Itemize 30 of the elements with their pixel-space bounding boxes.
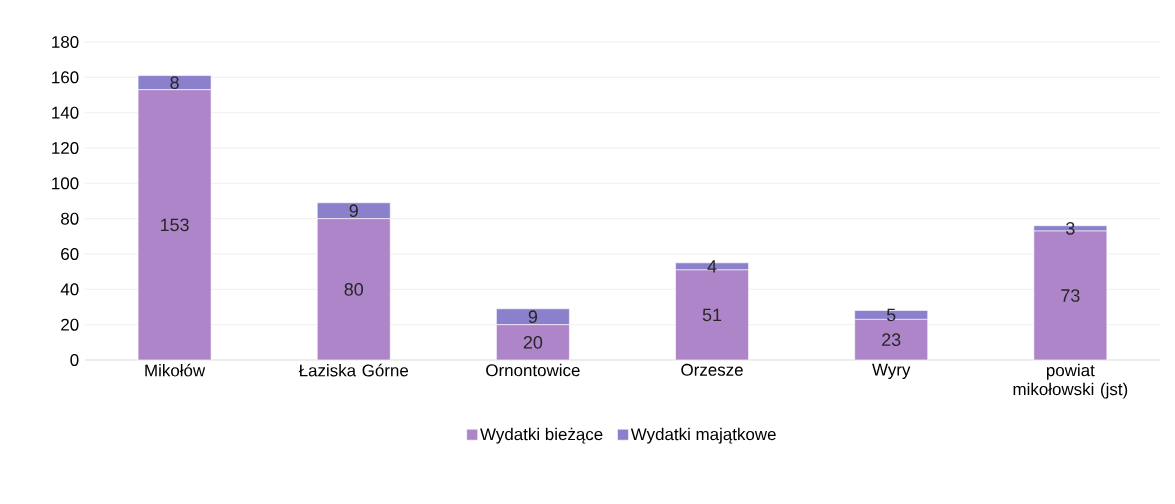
data-label: 5 — [886, 308, 896, 322]
x-tick-label: Orzesze — [681, 363, 743, 376]
data-label: 80 — [344, 282, 364, 296]
data-label: 4 — [707, 260, 717, 273]
data-label: 73 — [1061, 289, 1080, 302]
y-tick-label: 100 — [52, 177, 79, 190]
y-tick-label: 180 — [52, 36, 79, 48]
data-label: 153 — [160, 218, 189, 232]
legend-label: Wydatki majątkowe — [630, 427, 776, 444]
x-tick-label: Łaziska Górne — [298, 363, 409, 377]
data-label: 9 — [528, 310, 538, 324]
y-tick-label: 0 — [70, 354, 79, 366]
x-tick-label: powiat mikołowski (jst) — [1013, 363, 1128, 399]
data-label: 8 — [170, 76, 179, 89]
x-tick-label: Wyry — [872, 363, 911, 380]
y-tick-label: 160 — [52, 71, 79, 84]
y-tick-label: 120 — [52, 142, 79, 154]
x-tick-label: Ornontowice — [486, 363, 580, 377]
data-label: 51 — [702, 308, 722, 322]
y-tick-label: 140 — [52, 106, 79, 119]
y-tick-label: 60 — [61, 248, 79, 260]
data-label: 9 — [349, 204, 358, 218]
y-tick-label: 80 — [61, 212, 79, 225]
legend-label: Wydatki bieżące — [480, 427, 603, 444]
y-tick-label: 20 — [61, 318, 79, 331]
x-tick-label: Mikołów — [145, 363, 206, 377]
y-tick-label: 40 — [60, 283, 79, 296]
data-label: 23 — [882, 333, 901, 347]
data-label: 3 — [1066, 222, 1075, 235]
data-label: 20 — [523, 335, 543, 349]
